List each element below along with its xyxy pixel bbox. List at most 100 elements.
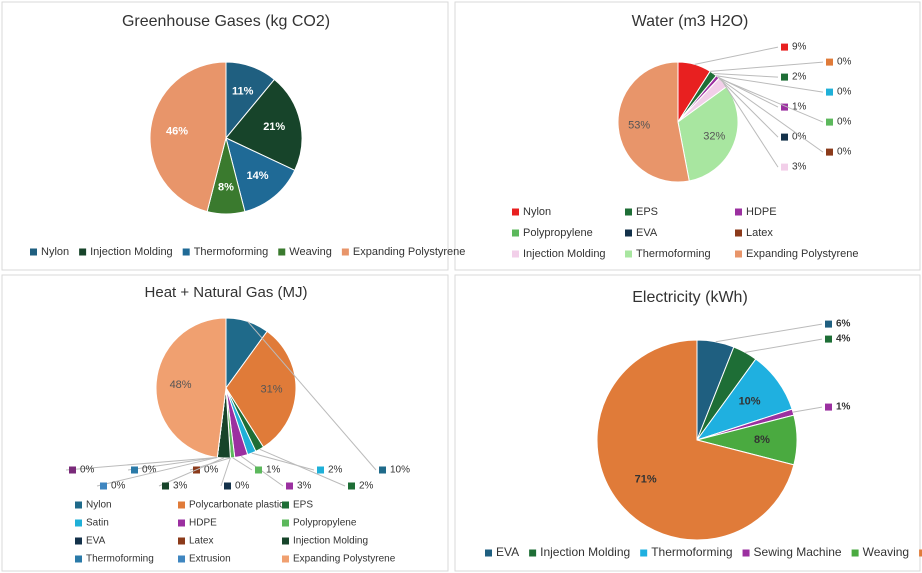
legend-key [735,229,742,237]
label-key [348,482,355,490]
legend-label: Satin [86,518,109,529]
legend-label: EPS [636,206,658,218]
legend-key [512,229,519,237]
label-key [255,466,262,474]
data-label: 2% [792,72,807,83]
legend-label: Weaving [289,246,332,258]
data-label: 0% [235,481,250,492]
leader-line [220,457,231,487]
data-label: 1% [266,465,281,476]
legend-key [851,549,859,557]
legend-label: Injection Molding [293,536,368,547]
data-label: 53% [628,120,650,132]
leader-line [722,82,779,168]
legend-key [278,248,286,256]
legend-key [512,208,519,216]
legend-key [178,519,185,527]
legend-key [182,248,190,256]
chart-title: Electricity (kWh) [632,289,748,306]
label-key [825,320,832,328]
legend-label: Thermoforming [651,545,732,559]
data-label: 2% [328,465,343,476]
label-key [826,148,833,156]
leader-line [715,323,823,343]
legend-label: Expanding Polystyrene [353,246,466,258]
legend-key [735,250,742,258]
label-key [317,466,324,474]
pie-slice [617,61,690,183]
legend-key [75,501,82,509]
pie-slice [596,339,795,541]
legend-label: EPS [293,500,313,511]
pie-slice [225,330,297,448]
legend-label: Thermoforming [194,246,269,258]
legend-key [742,549,750,557]
data-label: 1% [836,402,851,413]
legend-key [178,501,185,509]
legend-label: Latex [189,536,213,547]
chart-title: Greenhouse Gases (kg CO2) [122,13,330,30]
legend-key [75,537,82,545]
legend-label: Latex [746,227,773,239]
label-key [224,482,231,490]
leader-line [718,77,779,138]
data-label: 14% [246,170,268,182]
label-key [286,482,293,490]
leader-line [158,457,224,487]
label-key [100,482,107,490]
legend-label: Nylon [41,246,69,258]
legend-label: Injection Molding [90,246,173,258]
leader-line [718,77,824,123]
leader-line [259,448,346,487]
legend-label: Thermoforming [636,248,711,260]
legend-key [625,250,632,258]
label-key [69,466,76,474]
leader-line [713,72,779,78]
leader-line [718,77,824,153]
leader-line [65,456,218,471]
data-label: 0% [142,465,157,476]
label-key [131,466,138,474]
legend-key [282,555,289,563]
legend-key [178,555,185,563]
data-label: 0% [204,465,219,476]
data-label: 0% [792,132,807,143]
pie-slice [149,61,227,213]
legend-label: Weaving [863,545,909,559]
legend-label: Nylon [523,206,551,218]
legend-key [485,549,492,557]
legend-key [178,537,185,545]
data-label: 21% [263,121,285,133]
label-key [826,58,833,66]
legend-key [919,549,922,557]
data-label: 0% [837,147,852,158]
chart-title: Water (m3 H2O) [632,13,749,30]
legend-key [75,555,82,563]
leader-line [240,455,284,487]
legend-key [625,208,632,216]
pie-slice [225,78,303,172]
pie-slice [225,137,296,213]
legend-label: Polycarbonate plastic [189,500,284,511]
label-key [162,482,169,490]
data-label: 48% [170,379,192,391]
label-key [825,403,832,411]
leader-line [694,46,779,65]
data-label: 0% [837,117,852,128]
legend-key [75,519,82,527]
data-label: 0% [111,481,126,492]
label-key [826,118,833,126]
legend-key [282,537,289,545]
data-label: 10% [739,396,761,408]
leader-line [127,456,218,471]
data-label: 3% [792,162,807,173]
leader-line [716,75,824,93]
legend-key [625,229,632,237]
legend-label: HDPE [746,206,777,218]
label-key [825,335,832,343]
legend-key [341,248,349,256]
chart-title: Heat + Natural Gas (MJ) [145,284,308,301]
data-label: 4% [836,334,851,345]
data-label: 9% [792,42,807,53]
data-label: 31% [260,383,282,395]
